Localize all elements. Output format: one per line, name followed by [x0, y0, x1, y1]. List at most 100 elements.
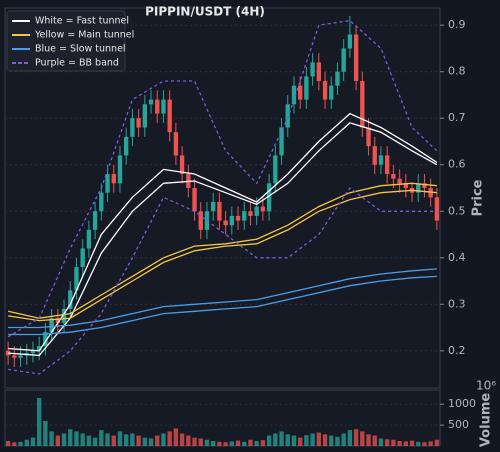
tunnel-line — [8, 187, 437, 375]
tunnel-line — [8, 275, 437, 336]
offset-text: 10⁶ — [476, 379, 496, 393]
candle-body — [99, 192, 104, 212]
candle-body — [148, 99, 154, 105]
chart-title: PIPPIN/USDT (4H) — [145, 5, 265, 19]
volume-bar — [223, 442, 228, 446]
volume-bar — [43, 420, 48, 446]
volume-bar — [304, 435, 309, 446]
volume-bar — [204, 439, 210, 446]
candle-body — [105, 174, 110, 193]
candle-body — [353, 34, 359, 82]
candle-body — [266, 183, 272, 212]
legend: White = Fast tunnel Yellow = Main tunnel B… — [6, 10, 134, 72]
volume-bar — [111, 435, 116, 446]
candle-body — [49, 318, 54, 333]
candle-body — [403, 183, 408, 188]
candle-body — [310, 62, 315, 77]
candle-body — [322, 81, 328, 100]
tunnel-line — [8, 112, 438, 352]
volume-bar — [291, 435, 297, 446]
candle-body — [298, 85, 303, 100]
candle-body — [434, 197, 440, 221]
candle-body — [142, 104, 147, 128]
volume-bar — [360, 431, 365, 446]
y-tick-label: 1000 — [448, 397, 476, 410]
candle-body — [43, 332, 48, 347]
candle-body — [192, 188, 197, 212]
candle-body — [391, 174, 396, 179]
volume-bar — [434, 439, 440, 446]
tunnel-line — [7, 19, 438, 338]
tunnel-line — [7, 182, 437, 319]
volume-bar — [353, 429, 359, 446]
legend-label: White = Fast tunnel — [35, 16, 129, 27]
candle-body — [360, 81, 365, 128]
volume-axis-label: Volume — [479, 393, 494, 448]
candle-body — [304, 76, 309, 100]
candle-body — [242, 211, 247, 221]
volume-bar — [55, 435, 60, 446]
candle-body — [217, 201, 222, 221]
candle-body — [80, 248, 85, 268]
volume-bar — [192, 437, 197, 446]
volume-bar — [161, 433, 166, 446]
volume-bar — [61, 433, 67, 446]
y-tick-label: 0.6 — [448, 158, 466, 171]
volume-bar — [229, 441, 234, 446]
y-tick-label: 0.8 — [448, 65, 466, 78]
candle-body — [167, 99, 172, 133]
volume-bar — [130, 433, 135, 446]
volume-bar — [186, 435, 191, 446]
candle-body — [273, 155, 278, 184]
volume-bar — [173, 428, 179, 446]
volume-bar — [49, 431, 54, 446]
candle-body — [416, 183, 421, 193]
volume-bar — [279, 431, 284, 446]
y-tick-label: 0.4 — [448, 251, 466, 264]
y-axis-label: Price — [471, 179, 486, 216]
volume-bar — [416, 441, 421, 446]
volume-bar — [142, 437, 147, 446]
y-tick-label: 0.2 — [448, 344, 466, 357]
volume-bar — [105, 433, 110, 446]
volume-bar — [18, 441, 23, 446]
volume-bar — [403, 441, 408, 446]
candle-body — [248, 211, 253, 216]
volume-bar — [211, 440, 216, 446]
candle-body — [341, 48, 346, 72]
candle-body — [329, 85, 334, 100]
volume-bar — [347, 430, 353, 446]
candle-body — [74, 267, 79, 291]
candle-body — [30, 350, 36, 354]
volume-bar — [248, 439, 253, 446]
volume-bar — [422, 442, 427, 446]
tunnel-line — [8, 268, 437, 329]
volume-bar — [136, 435, 141, 446]
candle-body — [61, 308, 67, 323]
volume-bar — [235, 440, 241, 446]
volume-bar — [198, 438, 203, 446]
candle-body — [155, 99, 160, 114]
legend-label: Blue = Slow tunnel — [35, 44, 126, 55]
volume-bar — [391, 439, 396, 446]
candle-body — [378, 155, 384, 165]
candle-body — [124, 136, 129, 156]
y-tick-label: 0.3 — [448, 297, 466, 310]
volume-bar — [80, 433, 85, 446]
volume-bar — [179, 433, 185, 446]
volume-bar — [68, 429, 73, 446]
volume-bar — [310, 433, 315, 446]
candle-body — [37, 346, 42, 351]
candle-body — [347, 34, 353, 49]
y-tick-label: 500 — [448, 418, 469, 431]
tunnel-line — [8, 122, 438, 357]
candle-body — [223, 220, 228, 226]
volume-bar — [273, 433, 278, 446]
volume-bar — [378, 438, 384, 446]
tunnel-line — [8, 189, 437, 322]
volume-bar — [397, 440, 402, 446]
volume-bar — [266, 435, 272, 446]
candle-body — [397, 178, 402, 184]
candle-body — [136, 118, 141, 128]
volume-bar — [37, 397, 42, 446]
